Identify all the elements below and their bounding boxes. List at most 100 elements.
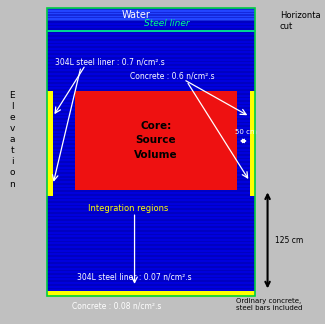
Bar (47, 273, 255, 275)
Bar (47, 280, 255, 282)
Text: Water: Water (122, 10, 150, 19)
Bar (47, 241, 255, 242)
Bar (47, 291, 255, 297)
Bar (47, 198, 255, 199)
Bar (47, 187, 255, 188)
Bar (47, 17, 255, 18)
Bar (47, 259, 255, 260)
Bar (47, 223, 255, 224)
Text: Core:: Core: (140, 121, 172, 131)
Bar (47, 151, 255, 152)
Bar (47, 205, 255, 206)
Bar (47, 111, 255, 113)
Text: Volume: Volume (134, 150, 178, 160)
Bar (47, 176, 255, 178)
Text: Ordinary concrete,
steel bars included: Ordinary concrete, steel bars included (236, 298, 302, 311)
Bar (47, 78, 255, 80)
Bar (47, 208, 255, 210)
Bar (47, 262, 255, 264)
Bar (250, 91, 255, 196)
Bar (47, 266, 255, 268)
Text: Concrete : 0.08 n/cm².s: Concrete : 0.08 n/cm².s (72, 302, 161, 311)
Bar (47, 64, 255, 66)
Bar (47, 165, 255, 167)
Text: 125 cm: 125 cm (275, 236, 304, 245)
Bar (47, 17, 255, 19)
Bar (47, 61, 255, 62)
Bar (47, 237, 255, 239)
Bar (47, 82, 255, 84)
Bar (47, 14, 255, 15)
Bar (47, 68, 255, 69)
Text: Steel liner: Steel liner (144, 18, 189, 28)
Text: Concrete : 0.6 n/cm².s: Concrete : 0.6 n/cm².s (130, 72, 215, 81)
Bar (47, 288, 255, 289)
Bar (47, 21, 255, 23)
Bar (47, 97, 255, 98)
Bar (47, 12, 255, 13)
Bar (47, 50, 255, 51)
Bar (47, 179, 255, 181)
Text: Integration regions: Integration regions (88, 204, 169, 214)
Bar (47, 28, 255, 30)
Bar (47, 107, 255, 109)
Bar (47, 115, 255, 116)
Bar (47, 10, 255, 12)
Text: 304L steel liner : 0.07 n/cm².s: 304L steel liner : 0.07 n/cm².s (77, 272, 192, 282)
Bar (47, 32, 255, 33)
Bar (47, 86, 255, 87)
Bar (47, 9, 255, 10)
Bar (75, 91, 237, 190)
Bar (47, 212, 255, 214)
Bar (47, 104, 255, 105)
Bar (47, 57, 255, 59)
Bar (47, 20, 255, 21)
Bar (47, 140, 255, 142)
Bar (47, 42, 255, 44)
Bar (47, 226, 255, 228)
Bar (47, 161, 255, 163)
Bar (47, 133, 255, 134)
Bar (47, 295, 255, 296)
Text: E
l
e
v
a
t
i
o
n: E l e v a t i o n (9, 91, 15, 189)
Bar (47, 71, 255, 73)
Bar (47, 136, 255, 138)
Bar (47, 169, 255, 170)
Bar (47, 244, 255, 246)
Bar (47, 25, 255, 26)
Bar (47, 230, 255, 232)
Bar (47, 8, 255, 296)
Bar (47, 234, 255, 235)
Bar (47, 219, 255, 221)
Bar (47, 251, 255, 253)
Bar (47, 248, 255, 249)
Bar (47, 158, 255, 159)
Bar (47, 35, 255, 37)
Bar (47, 154, 255, 156)
Bar (47, 215, 255, 217)
Bar (47, 89, 255, 91)
Bar (47, 277, 255, 278)
Bar (47, 147, 255, 149)
Bar (47, 118, 255, 120)
Text: 50 cm: 50 cm (235, 129, 257, 135)
Bar (47, 122, 255, 123)
Bar (47, 14, 255, 15)
Bar (47, 144, 255, 145)
Bar (47, 53, 255, 55)
Bar (47, 291, 255, 293)
Bar (47, 75, 255, 76)
Text: Horizonta
cut: Horizonta cut (280, 11, 320, 31)
Bar (47, 129, 255, 131)
Bar (47, 270, 255, 271)
Text: Source: Source (136, 135, 176, 145)
Bar (47, 194, 255, 195)
Bar (47, 39, 255, 40)
Bar (47, 284, 255, 286)
Bar (47, 190, 255, 192)
Bar (47, 201, 255, 203)
Bar (47, 8, 255, 21)
Bar (47, 93, 255, 95)
Bar (47, 100, 255, 102)
Bar (47, 91, 53, 196)
